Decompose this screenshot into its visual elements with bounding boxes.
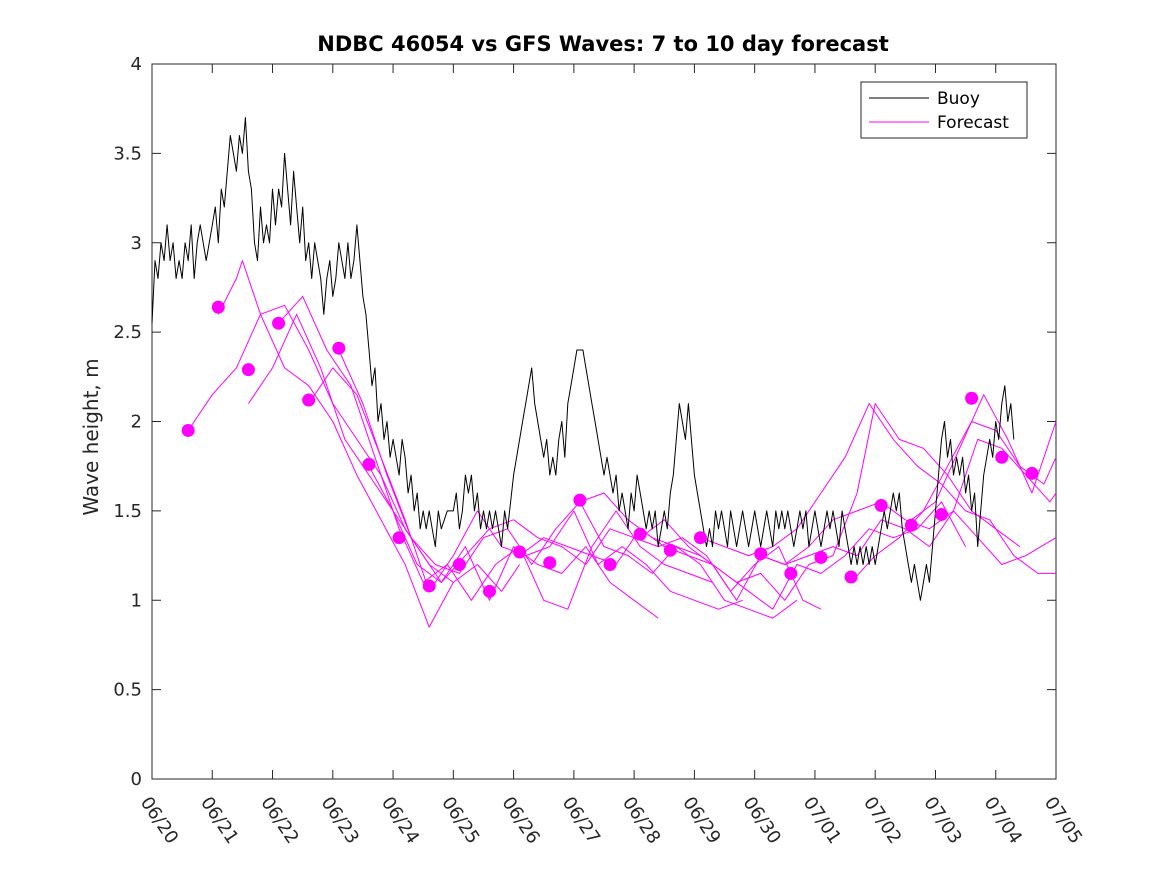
y-tick-label: 0.5 [113, 680, 142, 701]
forecast-marker [995, 450, 1009, 464]
forecast-marker [482, 584, 496, 598]
forecast-marker [934, 507, 948, 521]
x-tick-label: 06/26 [497, 793, 543, 848]
y-tick-label: 3.5 [113, 143, 142, 164]
series-buoy-line [151, 117, 1015, 601]
x-tick-label: 07/05 [1040, 793, 1086, 848]
forecast-marker [693, 531, 707, 545]
y-tick-label: 2 [131, 412, 142, 433]
forecast-marker [272, 316, 286, 330]
forecast-marker [332, 341, 346, 355]
forecast-marker [513, 545, 527, 559]
forecast-marker [844, 570, 858, 584]
y-tick-label: 1 [131, 590, 142, 611]
legend-box [860, 81, 1028, 139]
plot-area [151, 63, 1057, 780]
series-forecast-line [639, 501, 1057, 601]
x-tick-label: 06/23 [317, 793, 363, 848]
legend: Buoy Forecast [860, 81, 1028, 139]
forecast-marker [965, 391, 979, 405]
x-tick-label: 06/21 [196, 793, 242, 848]
x-tick-label: 07/04 [980, 793, 1026, 848]
forecast-marker [573, 493, 587, 507]
y-axis: 0 0.5 1 1.5 2 2.5 3 3.5 4 [113, 54, 1056, 790]
x-tick-label: 06/27 [558, 793, 604, 848]
series-forecast-line [278, 295, 713, 610]
series-forecast-line [519, 403, 1021, 601]
x-tick-label: 06/20 [136, 793, 182, 848]
x-axis: 06/20 06/21 06/22 06/23 06/24 06/25 06/26 06/27… [136, 64, 1086, 848]
x-tick-label: 06/25 [437, 793, 483, 848]
x-tick-label: 06/29 [678, 793, 724, 848]
series-forecast-line [760, 438, 1057, 565]
legend-label-forecast: Forecast [937, 113, 1009, 133]
y-axis-label: Wave height, m [79, 358, 103, 515]
x-tick-label: 06/22 [256, 793, 302, 848]
forecast-marker [543, 556, 557, 570]
forecast-marker [904, 518, 918, 532]
forecast-marker [302, 393, 316, 407]
forecast-marker [814, 550, 828, 564]
y-tick-label: 2.5 [113, 322, 142, 343]
series-forecast-line [368, 465, 822, 610]
y-tick-label: 4 [131, 54, 142, 75]
x-tick-label: 06/28 [618, 793, 664, 848]
y-tick-label: 3 [131, 233, 142, 254]
forecast-marker [663, 543, 677, 557]
y-tick-label: 1.5 [113, 501, 142, 522]
legend-label-buoy: Buoy [937, 89, 980, 109]
x-tick-label: 07/03 [919, 793, 965, 848]
forecast-marker [754, 547, 768, 561]
series-forecast-line [911, 394, 1057, 521]
axes-box [151, 63, 1057, 780]
forecast-marker [422, 579, 436, 593]
series-forecast-line [217, 260, 521, 628]
chart-title: NDBC 46054 vs GFS Waves: 7 to 10 day for… [317, 32, 888, 56]
x-tick-label: 07/02 [859, 793, 905, 848]
forecast-marker [362, 457, 376, 471]
forecast-marker [633, 527, 647, 541]
forecast-marker [452, 558, 466, 571]
forecast-marker [784, 566, 798, 580]
x-tick-label: 07/01 [799, 793, 845, 848]
series-forecast-line [338, 349, 798, 619]
x-tick-label: 06/24 [377, 793, 423, 848]
forecast-marker [874, 499, 888, 513]
forecast-marker [392, 531, 406, 545]
forecast-marker [1025, 466, 1039, 480]
forecast-marker [211, 300, 225, 314]
forecast-marker [241, 363, 255, 377]
forecast-marker [181, 423, 195, 437]
forecast-marker [603, 558, 617, 571]
x-tick-label: 06/30 [739, 793, 785, 848]
y-tick-label: 0 [131, 769, 142, 790]
